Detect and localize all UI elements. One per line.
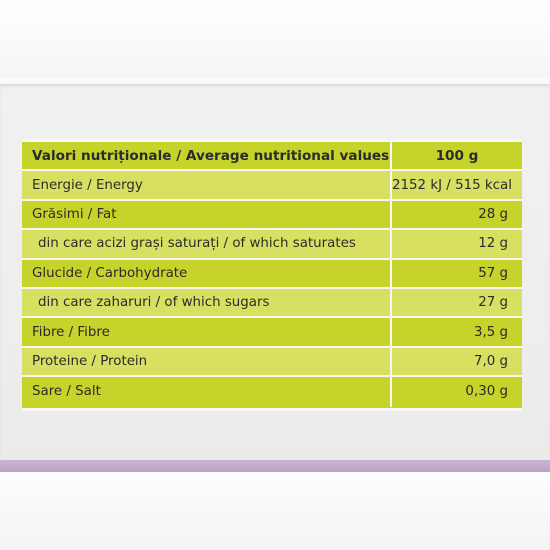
nutrient-label: Glucide / Carbohydrate <box>32 265 188 281</box>
nutrient-value: 12 g <box>390 230 522 258</box>
nutrient-value: 0,30 g <box>390 377 522 407</box>
package-top-surface <box>0 0 550 78</box>
nutrition-header-label: Valori nutriționale / Average nutritiona… <box>32 147 390 164</box>
package-purple-edge <box>0 460 550 472</box>
nutrient-value: 2152 kJ / 515 kcal <box>390 171 526 199</box>
nutrition-table: Valori nutriționale / Average nutritiona… <box>22 139 522 411</box>
nutrient-value: 7,0 g <box>390 347 522 376</box>
nutrition-row-salt: Sare / Salt 0,30 g <box>22 377 522 407</box>
nutrient-value: 3,5 g <box>390 318 522 346</box>
nutrient-label: Fibre / Fibre <box>32 324 110 340</box>
nutrient-label: din care acizi grași saturați / of which… <box>38 236 356 252</box>
nutrition-row-sugars: din care zaharuri / of which sugars 27 g <box>22 288 522 319</box>
nutrient-value: 28 g <box>390 200 522 229</box>
nutrition-row-saturates: din care acizi grași saturați / of which… <box>22 230 522 260</box>
nutrient-label: Energie / Energy <box>32 177 143 193</box>
nutrition-row-energy: Energie / Energy 2152 kJ / 515 kcal <box>22 171 522 201</box>
nutrition-row-protein: Proteine / Protein 7,0 g <box>22 347 522 378</box>
package-bottom-surface <box>0 472 550 550</box>
nutrition-header-value: 100 g <box>390 142 522 170</box>
nutrient-label: Proteine / Protein <box>32 353 148 369</box>
nutrition-row-fibre: Fibre / Fibre 3,5 g <box>22 318 522 348</box>
nutrient-value: 57 g <box>390 259 522 287</box>
nutrient-value: 27 g <box>390 288 522 317</box>
nutrition-header-row: Valori nutriționale / Average nutritiona… <box>22 142 522 172</box>
nutrient-label: Sare / Salt <box>32 384 101 400</box>
nutrient-label: Grăsimi / Fat <box>32 206 117 222</box>
nutrient-label: din care zaharuri / of which sugars <box>38 295 270 311</box>
nutrition-row-fat: Grăsimi / Fat 28 g <box>22 200 522 231</box>
nutrition-row-carbohydrate: Glucide / Carbohydrate 57 g <box>22 259 522 289</box>
